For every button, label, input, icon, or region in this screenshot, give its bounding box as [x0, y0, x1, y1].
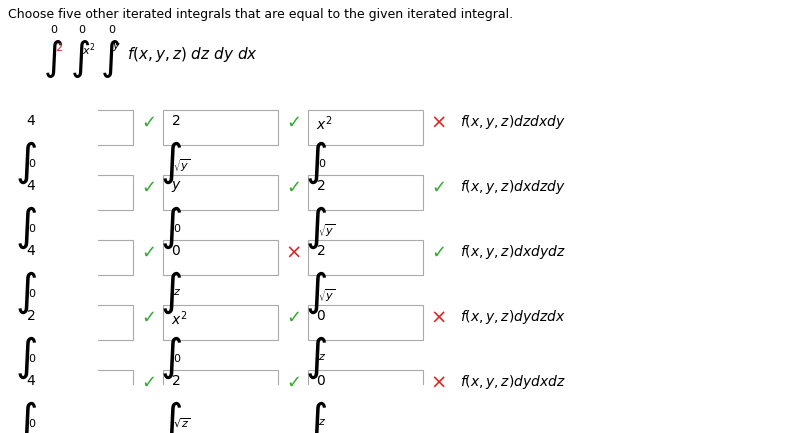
Text: $\int$: $\int$ — [15, 335, 37, 381]
Text: $0$: $0$ — [316, 309, 326, 323]
Text: $\checkmark$: $\checkmark$ — [286, 373, 300, 391]
Bar — [18, 305, 133, 340]
Text: $4$: $4$ — [26, 374, 36, 388]
Text: $\checkmark$: $\checkmark$ — [431, 243, 445, 261]
Text: $\checkmark$: $\checkmark$ — [286, 113, 300, 131]
Text: $f(x, y, z) dx dy dz$: $f(x, y, z) dx dy dz$ — [460, 243, 566, 261]
Text: $4$: $4$ — [26, 179, 36, 193]
Text: $\int$: $\int$ — [15, 270, 37, 317]
Text: $\int$: $\int$ — [305, 400, 327, 433]
Text: $2$: $2$ — [316, 244, 325, 258]
Text: Choose five other iterated integrals that are equal to the given iterated integr: Choose five other iterated integrals tha… — [8, 8, 513, 21]
Text: $z$: $z$ — [318, 352, 326, 362]
Text: $2$: $2$ — [171, 374, 181, 388]
Text: $\sqrt{y}$: $\sqrt{y}$ — [173, 157, 191, 174]
Text: $\sqrt{y}$: $\sqrt{y}$ — [318, 287, 335, 304]
Bar — [18, 240, 133, 275]
Text: $\int$: $\int$ — [305, 270, 327, 317]
Text: $0$: $0$ — [28, 352, 36, 364]
Bar — [163, 110, 278, 145]
Text: $f(x, y, z)\ dz\ dy\ dx$: $f(x, y, z)\ dz\ dy\ dx$ — [127, 45, 258, 64]
Text: $2$: $2$ — [55, 41, 63, 53]
Text: $\checkmark$: $\checkmark$ — [141, 113, 155, 131]
Bar — [163, 305, 278, 340]
Text: $f(x, y, z) dy dx dz$: $f(x, y, z) dy dx dz$ — [460, 373, 566, 391]
Text: $\times$: $\times$ — [430, 113, 446, 132]
Bar — [163, 240, 278, 275]
Text: $y$: $y$ — [112, 41, 121, 53]
Text: $0$: $0$ — [28, 287, 36, 299]
Text: $\int$: $\int$ — [160, 335, 182, 381]
Text: $\int$: $\int$ — [160, 270, 182, 317]
Text: $4$: $4$ — [26, 114, 36, 128]
Text: $\checkmark$: $\checkmark$ — [286, 308, 300, 326]
Text: $\sqrt{z}$: $\sqrt{z}$ — [173, 417, 191, 430]
Bar — [308, 175, 423, 210]
Text: $0$: $0$ — [318, 157, 327, 169]
Bar — [163, 175, 278, 210]
Text: $\times$: $\times$ — [430, 372, 446, 391]
Text: $\int$: $\int$ — [305, 335, 327, 381]
Text: $\int$: $\int$ — [160, 400, 182, 433]
Text: $\times$: $\times$ — [285, 242, 301, 262]
Text: $\sqrt{y}$: $\sqrt{y}$ — [318, 222, 335, 239]
Text: $\int$: $\int$ — [15, 140, 37, 187]
Text: $\checkmark$: $\checkmark$ — [431, 178, 445, 196]
Text: $2$: $2$ — [26, 309, 35, 323]
Text: $0$: $0$ — [28, 157, 36, 169]
Text: $z$: $z$ — [318, 417, 326, 427]
Text: $f(x, y, z) dz dx dy$: $f(x, y, z) dz dx dy$ — [460, 113, 566, 131]
Text: $2$: $2$ — [316, 179, 325, 193]
Text: $4$: $4$ — [26, 244, 36, 258]
Text: $0$: $0$ — [108, 23, 116, 35]
Text: $f(x, y, z) dx dz dy$: $f(x, y, z) dx dz dy$ — [460, 178, 566, 196]
Bar — [18, 110, 133, 145]
Text: $\times$: $\times$ — [430, 307, 446, 326]
Text: $x^2$: $x^2$ — [82, 41, 96, 58]
Text: $\checkmark$: $\checkmark$ — [141, 178, 155, 196]
Text: $z$: $z$ — [173, 287, 181, 297]
Text: $f(x, y, z) dy dz dx$: $f(x, y, z) dy dz dx$ — [460, 308, 566, 326]
Text: $\checkmark$: $\checkmark$ — [286, 178, 300, 196]
Text: $2$: $2$ — [171, 114, 181, 128]
Text: $0$: $0$ — [28, 417, 36, 429]
Text: $\checkmark$: $\checkmark$ — [141, 373, 155, 391]
Text: $\int$: $\int$ — [70, 38, 90, 80]
Text: $\int$: $\int$ — [15, 400, 37, 433]
Bar — [18, 370, 133, 405]
Text: $\int$: $\int$ — [305, 205, 327, 252]
Bar — [308, 110, 423, 145]
Text: $y$: $y$ — [171, 179, 181, 194]
Text: $0$: $0$ — [316, 374, 326, 388]
Text: $\int$: $\int$ — [160, 205, 182, 252]
Text: $x^2$: $x^2$ — [316, 114, 332, 132]
Text: $0$: $0$ — [171, 244, 181, 258]
Text: $\int$: $\int$ — [100, 38, 120, 80]
Text: $0$: $0$ — [173, 352, 181, 364]
Bar — [18, 175, 133, 210]
Text: $\int$: $\int$ — [43, 38, 64, 80]
Text: $\checkmark$: $\checkmark$ — [141, 243, 155, 261]
Bar — [163, 370, 278, 405]
Bar — [308, 240, 423, 275]
Text: $0$: $0$ — [78, 23, 86, 35]
Text: $\int$: $\int$ — [160, 140, 182, 187]
Text: $0$: $0$ — [173, 222, 181, 234]
Text: $x^2$: $x^2$ — [171, 309, 188, 328]
Text: $\checkmark$: $\checkmark$ — [141, 308, 155, 326]
Text: $\int$: $\int$ — [305, 140, 327, 187]
Text: $\int$: $\int$ — [15, 205, 37, 252]
Bar — [308, 305, 423, 340]
Text: $0$: $0$ — [28, 222, 36, 234]
Text: $0$: $0$ — [50, 23, 58, 35]
Bar — [308, 370, 423, 405]
